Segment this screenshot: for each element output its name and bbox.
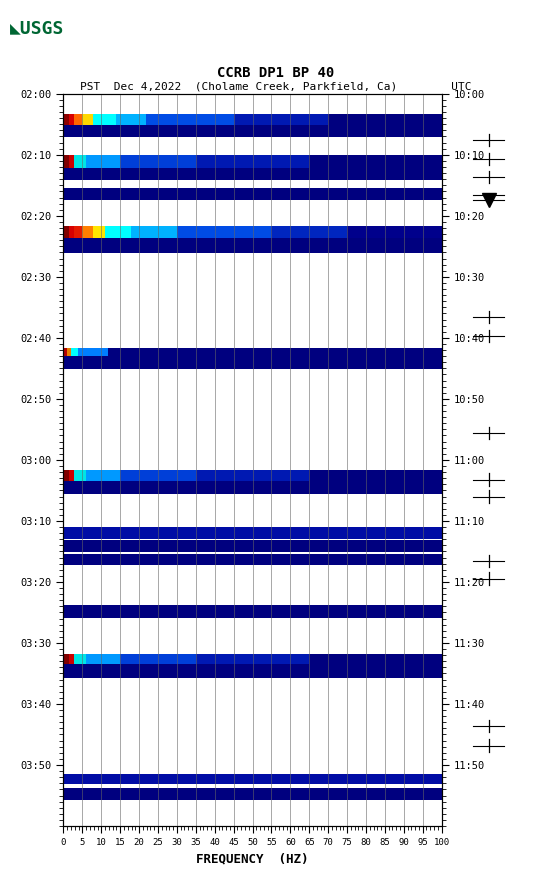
Text: ◣USGS: ◣USGS <box>10 20 65 38</box>
X-axis label: FREQUENCY  (HZ): FREQUENCY (HZ) <box>197 853 309 865</box>
Text: CCRB DP1 BP 40: CCRB DP1 BP 40 <box>217 66 335 80</box>
Text: PST  Dec 4,2022  (Cholame Creek, Parkfield, Ca)        UTC: PST Dec 4,2022 (Cholame Creek, Parkfield… <box>80 81 472 91</box>
